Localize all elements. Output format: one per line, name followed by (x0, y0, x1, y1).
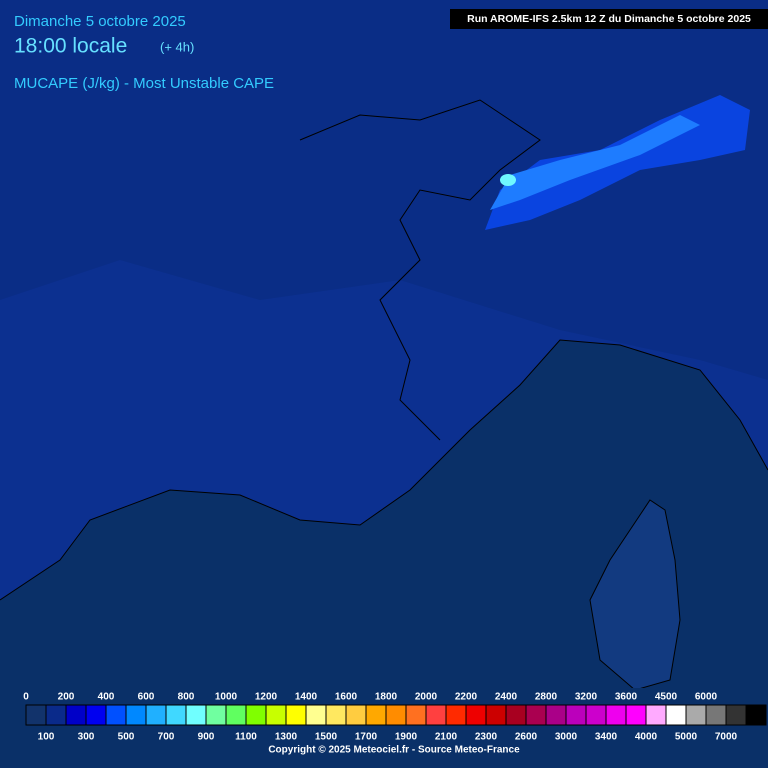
legend-label: 4000 (635, 732, 658, 743)
legend-label: 1100 (235, 732, 257, 743)
run-box (450, 9, 768, 29)
parameter: MUCAPE (J/kg) - Most Unstable CAPE (14, 75, 274, 92)
legend-label: 700 (158, 732, 175, 743)
legend-swatch (525, 704, 547, 726)
coastline (0, 339, 768, 601)
legend-label: 3600 (615, 692, 638, 703)
legend-label: 3200 (575, 692, 598, 703)
legend-swatch (145, 704, 167, 726)
legend-swatch (445, 704, 467, 726)
legend-swatch (405, 704, 427, 726)
legend-swatch (425, 704, 447, 726)
legend-label: 2400 (495, 692, 518, 703)
legend-swatch (485, 704, 507, 726)
legend-swatch (465, 704, 487, 726)
legend-label: 0 (23, 692, 29, 703)
legend-label: 500 (118, 732, 135, 743)
legend-label: 800 (178, 692, 195, 703)
legend-swatch (165, 704, 187, 726)
legend-label: 2000 (415, 692, 438, 703)
legend-label: 2100 (435, 732, 458, 743)
legend-label: 3400 (595, 732, 618, 743)
legend-label: 2800 (535, 692, 558, 703)
legend-swatch (245, 704, 267, 726)
legend-label: 6000 (695, 692, 718, 703)
legend-swatch (85, 704, 107, 726)
legend-label: 1500 (315, 732, 338, 743)
legend-label: 900 (198, 732, 215, 743)
legend-swatch (665, 704, 687, 726)
legend-label: 3000 (555, 732, 578, 743)
sea (0, 340, 768, 768)
legend-swatch (185, 704, 207, 726)
legend-swatch (365, 704, 387, 726)
legend-label: 2200 (455, 692, 478, 703)
legend-swatch (105, 704, 127, 726)
legend-label: 100 (38, 732, 55, 743)
legend-label: 1400 (295, 692, 318, 703)
legend-label: 1600 (335, 692, 358, 703)
legend-swatch (605, 704, 627, 726)
legend-label: 5000 (675, 732, 698, 743)
legend-swatch (565, 704, 587, 726)
legend-swatch (645, 704, 667, 726)
legend-label: 1300 (275, 732, 298, 743)
legend-background (0, 688, 768, 768)
legend-swatch (225, 704, 247, 726)
cape-peak (500, 174, 516, 186)
legend-label: 2300 (475, 732, 498, 743)
border (299, 99, 541, 441)
legend-swatch (745, 704, 767, 726)
legend-label: 1700 (355, 732, 378, 743)
legend-label: 300 (78, 732, 95, 743)
legend-swatch (505, 704, 527, 726)
legend-swatch (625, 704, 647, 726)
legend-label: 200 (58, 692, 75, 703)
legend-label: 600 (138, 692, 155, 703)
legend-swatch (205, 704, 227, 726)
legend-label: 7000 (715, 732, 738, 743)
legend-swatch (725, 704, 747, 726)
legend-swatch (685, 704, 707, 726)
legend-label: 1000 (215, 692, 238, 703)
legend-swatch (705, 704, 727, 726)
legend-swatch (385, 704, 407, 726)
legend-swatch (65, 704, 87, 726)
date: Dimanche 5 octobre 2025 (14, 13, 186, 30)
legend-swatch (265, 704, 287, 726)
legend-label: 1800 (375, 692, 398, 703)
legend-label: 4500 (655, 692, 678, 703)
copyright: Copyright © 2025 Meteociel.fr - Source M… (268, 745, 520, 756)
time: 18:00 locale (14, 35, 127, 58)
legend-label: 400 (98, 692, 115, 703)
run-info: Run AROME-IFS 2.5km 12 Z du Dimanche 5 o… (467, 13, 751, 25)
corsica (589, 499, 681, 691)
legend-label: 1200 (255, 692, 278, 703)
cape-core (490, 115, 700, 210)
legend-swatch (345, 704, 367, 726)
legend-swatch (305, 704, 327, 726)
legend-swatch (325, 704, 347, 726)
legend-swatch (545, 704, 567, 726)
legend-swatch (45, 704, 67, 726)
legend-swatch (125, 704, 147, 726)
legend-swatch (585, 704, 607, 726)
legend-label: 2600 (515, 732, 538, 743)
offset: (+ 4h) (160, 39, 194, 54)
legend-label: 1900 (395, 732, 418, 743)
legend-swatch (25, 704, 47, 726)
legend-swatch (285, 704, 307, 726)
